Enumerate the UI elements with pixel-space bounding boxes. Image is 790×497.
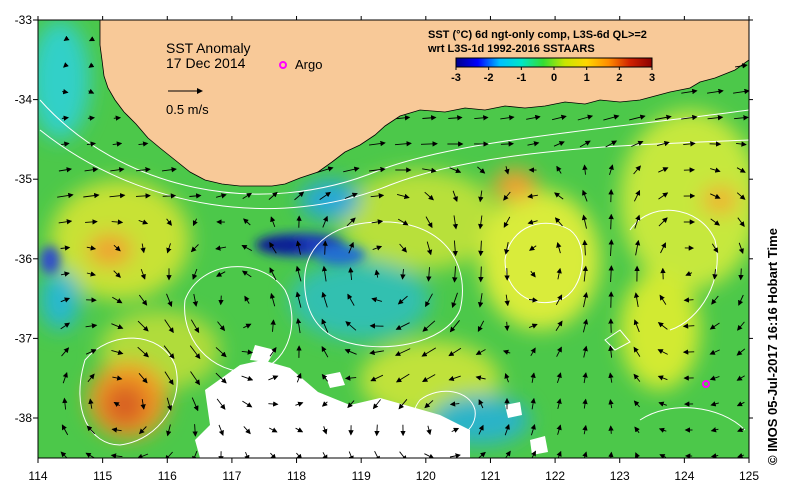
colorbar-tick-label: 3: [649, 72, 655, 84]
map-title: SST Anomaly: [166, 40, 251, 56]
colorbar-tick-label: 1: [584, 72, 590, 84]
current-arrow: [325, 241, 326, 254]
sst-field: [30, 20, 760, 461]
copyright-credit: © IMOS 05-Jul-2017 16:16 Hobart Time: [765, 228, 780, 465]
longitude-axis: 114 115 116 117 118 119 120 121 122 123 124 125: [28, 469, 759, 483]
lon-tick-label: 116: [158, 469, 177, 483]
current-arrow: [684, 326, 695, 327]
colorbar-tick-label: -2: [484, 72, 494, 84]
lon-tick-label: 120: [416, 469, 436, 483]
current-arrow: [268, 404, 277, 405]
product-description-line1: SST (°C) 6d ngt-only comp, L3S-6d QL>=2: [428, 29, 647, 41]
current-arrow: [114, 118, 120, 119]
colorbar-tick-label: 0: [551, 72, 557, 84]
current-arrow: [421, 144, 437, 145]
lon-tick-label: 124: [674, 469, 694, 483]
current-arrow: [88, 118, 94, 119]
lon-tick-label: 119: [352, 469, 371, 483]
current-arrow: [685, 300, 694, 301]
lon-tick-label: 114: [28, 469, 47, 483]
lon-tick-label: 125: [739, 469, 759, 483]
colorbar-ramp: [456, 58, 652, 67]
current-arrow: [501, 144, 513, 145]
current-arrow: [163, 196, 176, 197]
product-description-line2: wrt L3S-1d 1992-2016 SSTAARS: [427, 43, 595, 55]
current-arrow: [611, 426, 612, 434]
lon-tick-label: 123: [610, 469, 630, 483]
colorbar-tick-label: -3: [451, 72, 461, 84]
colorbar: [456, 58, 652, 67]
current-arrow: [481, 267, 482, 282]
current-arrow: [741, 269, 742, 280]
lon-tick-label: 118: [287, 469, 306, 483]
lat-tick-label: -33: [15, 13, 33, 27]
current-arrow: [611, 215, 612, 230]
vector-scale-label: 0.5 m/s: [166, 102, 209, 117]
lat-tick-label: -37: [15, 331, 33, 345]
lat-tick-label: -34: [15, 93, 33, 107]
lat-tick-label: -35: [15, 172, 33, 186]
colorbar-tick-label: 2: [616, 72, 622, 84]
lat-tick-label: -38: [15, 411, 33, 425]
current-arrow: [507, 322, 508, 330]
lon-tick-label: 122: [545, 469, 565, 483]
lon-tick-label: 117: [222, 469, 241, 483]
lon-tick-label: 115: [93, 469, 112, 483]
lon-tick-label: 121: [480, 469, 500, 483]
current-arrow: [377, 425, 378, 436]
lat-tick-label: -36: [15, 252, 33, 266]
current-arrow: [221, 296, 222, 305]
map-date: 17 Dec 2014: [166, 55, 246, 71]
argo-legend-label: Argo: [295, 57, 322, 72]
colorbar-tick-label: -1: [516, 72, 526, 84]
latitude-axis: -33 -34 -35 -36 -37 -38: [15, 13, 33, 425]
